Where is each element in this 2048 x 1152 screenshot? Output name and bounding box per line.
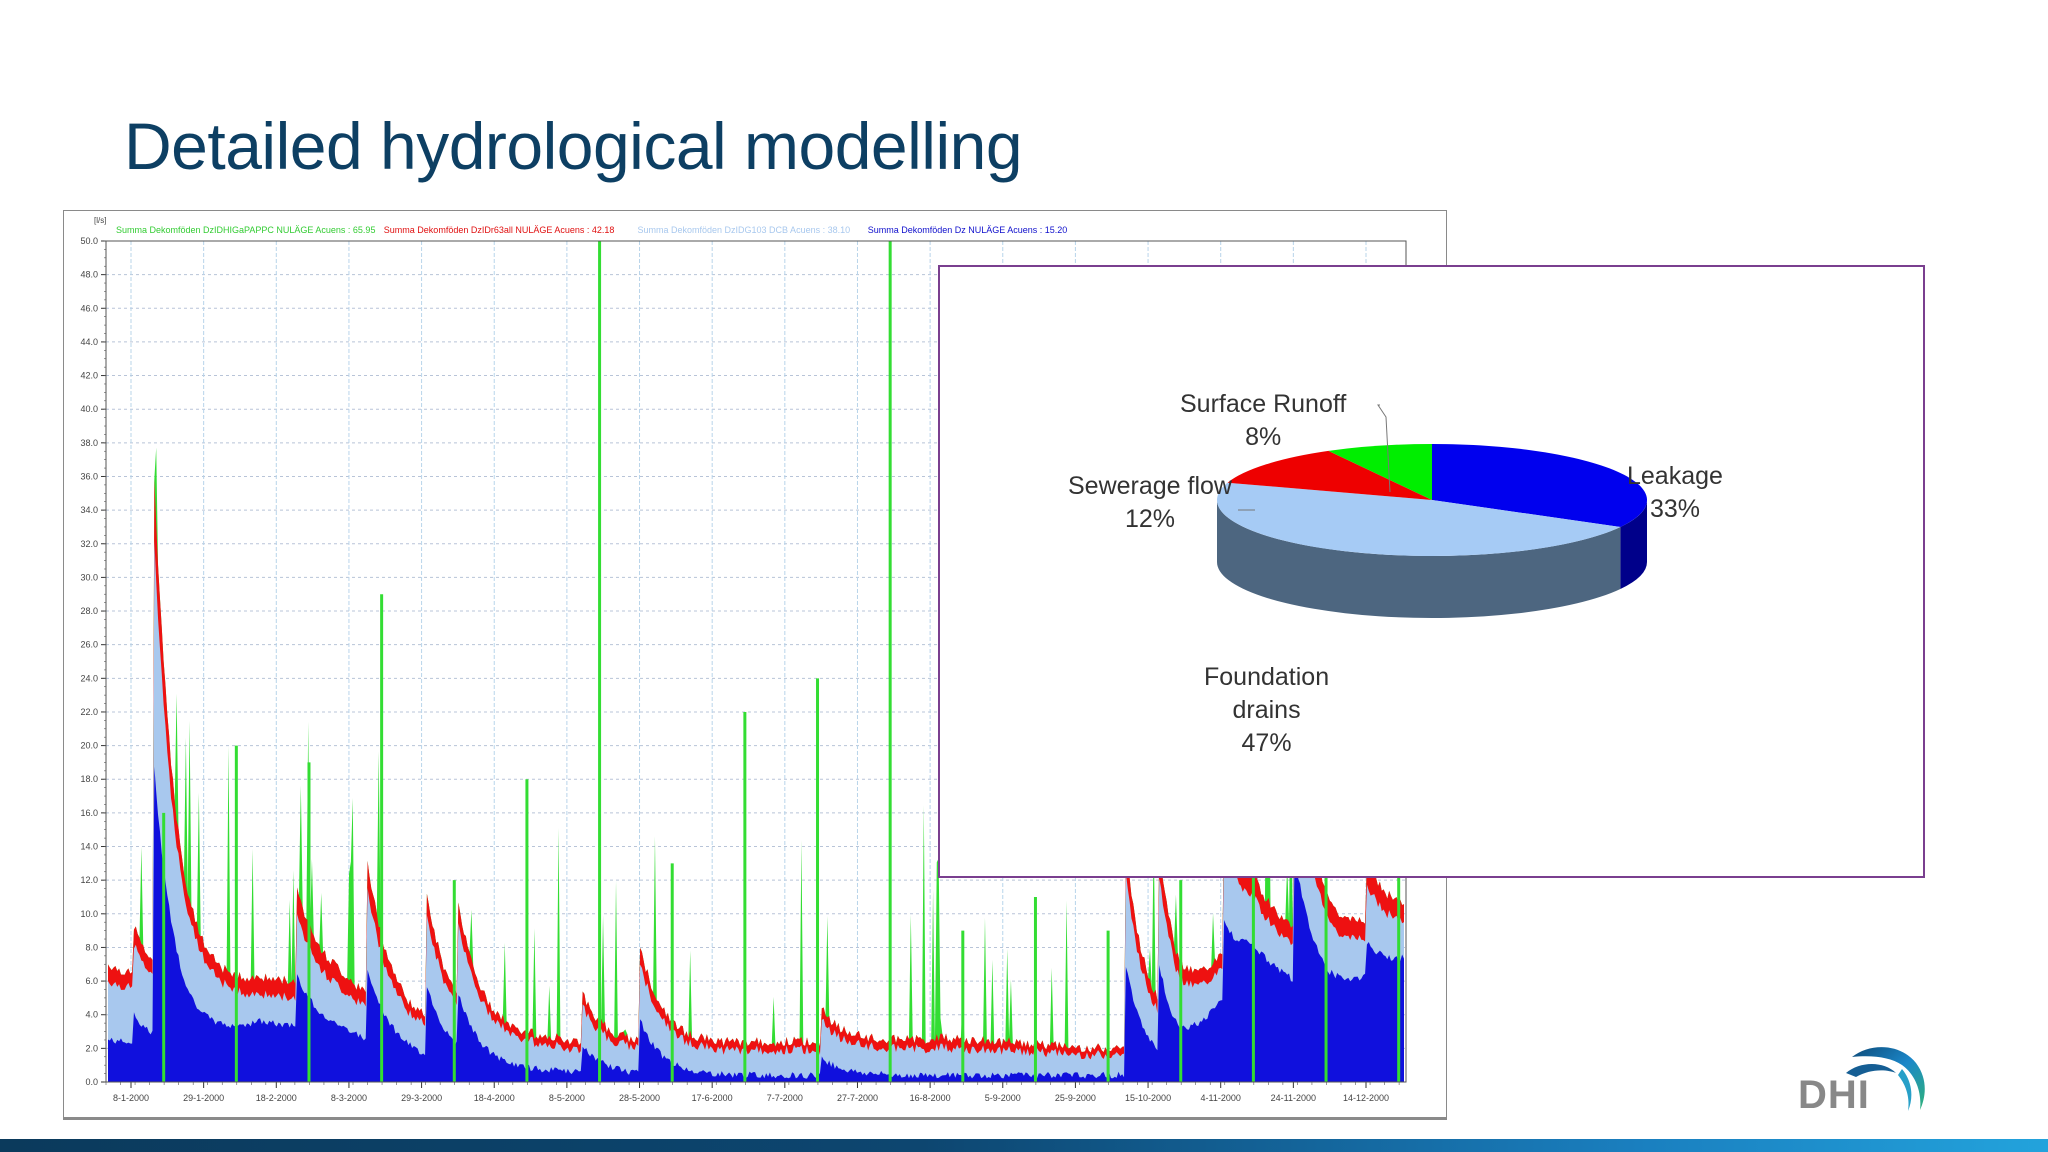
x-tick-label: 8-1-2000	[113, 1093, 149, 1103]
y-tick-label: 46.0	[80, 303, 98, 313]
label-name: Surface Runoff	[1180, 390, 1347, 418]
y-tick-label: 12.0	[80, 875, 98, 885]
y-tick-label: 28.0	[80, 606, 98, 616]
y-tick-label: 14.0	[80, 842, 98, 852]
pie-slice-surface-runoff	[1328, 444, 1432, 500]
pie-slice-sewerage-flow	[1227, 450, 1432, 500]
y-tick-label: 16.0	[80, 808, 98, 818]
x-tick-label: 7-7-2000	[767, 1093, 803, 1103]
footer-bar	[0, 1139, 2048, 1152]
pie-slice-leakage	[1432, 444, 1647, 527]
y-tick-label: 24.0	[80, 673, 98, 683]
legend-entry: Summa Dekomföden Dz NULÄGE Acuens : 15.2…	[868, 225, 1068, 235]
x-tick-label: 27-7-2000	[837, 1093, 878, 1103]
label-name-2: drains	[1232, 696, 1301, 724]
y-tick-label: 4.0	[85, 1010, 98, 1020]
y-tick-label: 50.0	[80, 236, 98, 246]
pie-label-sewerage-flow: Sewerage flow 12%	[1068, 470, 1232, 536]
x-tick-label: 14-12-2000	[1343, 1093, 1389, 1103]
label-percent: 33%	[1649, 495, 1700, 523]
y-tick-label: 30.0	[80, 572, 98, 582]
y-tick-label: 0.0	[85, 1077, 98, 1087]
wave-icon	[1846, 1047, 1925, 1111]
y-tick-label: 44.0	[80, 337, 98, 347]
label-name: Sewerage flow	[1068, 472, 1232, 500]
label-percent: 47%	[1241, 729, 1292, 757]
series-red	[108, 478, 1404, 1082]
series-lightblue	[108, 540, 1404, 1082]
y-tick-label: 26.0	[80, 640, 98, 650]
x-tick-label: 8-5-2000	[549, 1093, 585, 1103]
label-percent: 8%	[1245, 423, 1282, 451]
x-tick-label: 4-11-2000	[1201, 1093, 1241, 1103]
x-tick-label: 28-5-2000	[619, 1093, 660, 1103]
y-tick-label: 42.0	[80, 371, 98, 381]
y-tick-label: 22.0	[80, 707, 98, 717]
pie-side-leakage	[1620, 500, 1647, 589]
x-tick-label: 29-3-2000	[401, 1093, 442, 1103]
slide-title: Detailed hydrological modelling	[124, 109, 1023, 183]
x-tick-label: 15-10-2000	[1125, 1093, 1171, 1103]
y-tick-label: 10.0	[80, 909, 98, 919]
legend-entry: Summa Dekomföden DzIDr63all NULÄGE Acuen…	[384, 225, 615, 235]
pie-side-foundation-drains	[1217, 500, 1621, 618]
y-tick-label: 48.0	[80, 270, 98, 280]
dhi-logo: DHI	[1790, 1035, 1930, 1120]
pie-chart-panel: Surface Runoff 8% Sewerage flow 12% Leak…	[938, 265, 1925, 878]
x-tick-label: 5-9-2000	[985, 1093, 1021, 1103]
y-unit-label: [l/s]	[94, 216, 106, 225]
y-tick-label: 32.0	[80, 539, 98, 549]
x-tick-label: 25-9-2000	[1055, 1093, 1096, 1103]
y-tick-label: 8.0	[85, 942, 98, 952]
y-tick-label: 40.0	[80, 404, 98, 414]
series-blue	[108, 766, 1404, 1082]
y-tick-label: 34.0	[80, 505, 98, 515]
y-tick-label: 6.0	[85, 976, 98, 986]
y-tick-label: 20.0	[80, 741, 98, 751]
pie-label-leakage: Leakage 33%	[1627, 460, 1723, 526]
x-tick-label: 16-8-2000	[910, 1093, 951, 1103]
label-name: Leakage	[1627, 462, 1723, 490]
x-tick-label: 29-1-2000	[183, 1093, 224, 1103]
pie-chart	[1217, 404, 1647, 618]
legend-entry: Summa Dekomföden DzIDG103 DCB Acuens : 3…	[638, 225, 851, 235]
x-tick-label: 18-2-2000	[256, 1093, 297, 1103]
legend-entry: Summa Dekomföden DzIDHIGaPAPPC NULÄGE Ac…	[116, 225, 375, 235]
x-tick-label: 8-3-2000	[331, 1093, 367, 1103]
label-percent: 12%	[1124, 505, 1176, 533]
x-tick-label: 17-6-2000	[692, 1093, 733, 1103]
y-tick-label: 36.0	[80, 471, 98, 481]
label-name: Foundation	[1204, 663, 1330, 691]
pie-slice-foundation-drains	[1217, 482, 1621, 557]
logo-text: DHI	[1798, 1073, 1870, 1117]
pie-label-foundation-drains: Foundation drains 47%	[1204, 661, 1329, 760]
x-tick-label: 24-11-2000	[1271, 1093, 1316, 1103]
y-tick-label: 18.0	[80, 774, 98, 784]
pie-label-surface-runoff: Surface Runoff 8%	[1180, 388, 1346, 454]
x-tick-label: 18-4-2000	[474, 1093, 515, 1103]
y-tick-label: 2.0	[85, 1043, 98, 1053]
y-tick-label: 38.0	[80, 438, 98, 448]
